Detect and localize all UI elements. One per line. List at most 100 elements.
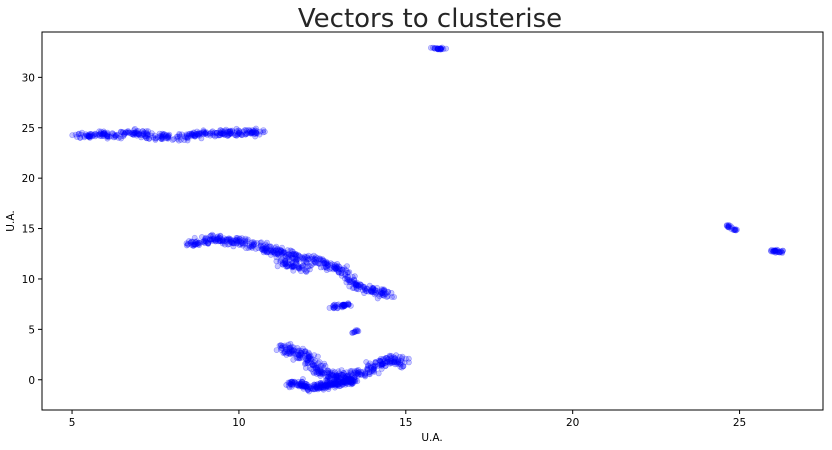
data-point <box>326 375 333 382</box>
data-point <box>214 236 221 243</box>
data-point <box>246 128 253 135</box>
data-point <box>330 302 337 309</box>
data-point <box>331 378 338 385</box>
data-point <box>349 273 356 280</box>
data-point <box>316 260 323 267</box>
data-point <box>438 46 444 52</box>
data-point <box>243 130 250 137</box>
data-point <box>330 372 336 378</box>
data-point <box>368 287 375 294</box>
data-point <box>346 269 353 275</box>
data-point <box>274 245 281 252</box>
data-point <box>263 245 270 252</box>
data-point <box>339 378 346 385</box>
data-point <box>353 285 360 291</box>
data-point <box>272 247 279 254</box>
data-point <box>354 328 361 335</box>
data-point <box>195 131 202 138</box>
data-point <box>300 383 307 389</box>
data-point <box>194 131 200 138</box>
data-point <box>242 238 249 245</box>
data-point <box>304 351 311 358</box>
data-point <box>314 366 321 373</box>
data-point <box>379 289 386 296</box>
data-point <box>302 382 309 389</box>
data-point <box>79 129 85 136</box>
data-point <box>304 357 311 363</box>
chart-title: Vectors to clusterise <box>298 4 562 34</box>
data-point <box>349 329 356 336</box>
data-point <box>189 239 196 245</box>
data-point <box>227 235 233 242</box>
data-point <box>197 130 204 137</box>
data-point <box>362 372 369 379</box>
data-point <box>119 129 126 136</box>
data-point <box>176 130 183 137</box>
data-point <box>263 249 270 256</box>
data-point <box>165 135 171 142</box>
data-point <box>249 127 256 134</box>
data-point <box>360 368 367 375</box>
data-point <box>164 133 171 140</box>
data-point <box>356 369 362 376</box>
data-point <box>292 350 299 357</box>
data-point <box>273 347 280 353</box>
data-point <box>319 362 326 369</box>
data-point <box>341 275 348 282</box>
data-point <box>293 258 299 265</box>
data-point <box>341 302 348 309</box>
data-point <box>217 127 224 134</box>
data-point <box>443 45 449 52</box>
data-point <box>330 266 337 273</box>
data-point <box>226 130 232 137</box>
data-point <box>134 128 140 135</box>
data-point <box>211 129 218 136</box>
data-point <box>279 259 286 266</box>
data-point <box>321 259 328 266</box>
data-point <box>188 131 195 137</box>
data-point <box>227 236 234 243</box>
data-point <box>377 358 384 364</box>
y-tick-label: 30 <box>22 72 35 84</box>
data-point <box>308 385 315 392</box>
data-point <box>98 128 104 135</box>
data-point <box>368 368 375 374</box>
data-point <box>334 304 341 311</box>
data-point <box>292 251 299 258</box>
data-point <box>290 251 297 257</box>
data-point <box>348 279 355 285</box>
data-point <box>723 222 730 229</box>
data-point <box>349 380 356 387</box>
data-point <box>279 252 285 258</box>
data-point <box>72 131 79 138</box>
data-point <box>362 370 369 376</box>
data-point <box>358 368 365 375</box>
data-point <box>339 371 346 378</box>
data-point <box>104 131 111 138</box>
data-point <box>354 369 361 376</box>
data-point <box>184 135 191 142</box>
data-point <box>200 129 207 136</box>
data-point <box>306 353 313 360</box>
data-point <box>244 236 251 243</box>
data-point <box>325 367 332 374</box>
data-point <box>277 247 284 253</box>
data-point <box>303 253 310 260</box>
data-point <box>343 267 349 274</box>
data-point <box>92 133 99 140</box>
data-point <box>194 130 201 137</box>
data-point <box>104 129 111 136</box>
data-point <box>258 246 265 252</box>
data-point <box>290 264 297 270</box>
data-point <box>290 263 297 270</box>
data-point <box>284 251 291 258</box>
data-point <box>341 302 347 309</box>
data-point <box>357 281 363 287</box>
data-point <box>388 358 395 364</box>
data-point <box>388 360 395 367</box>
data-point <box>309 356 316 362</box>
data-point <box>293 260 300 267</box>
data-point <box>160 132 166 139</box>
data-point <box>331 375 338 382</box>
